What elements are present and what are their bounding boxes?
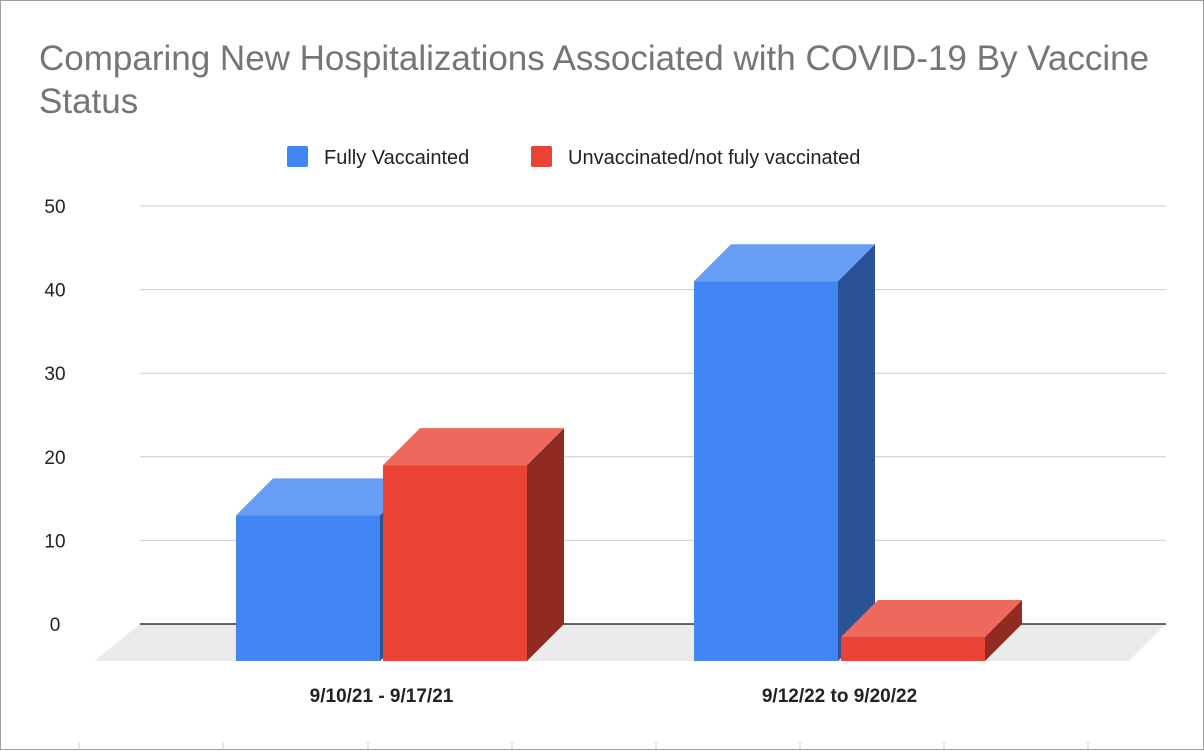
bar [841,600,1022,661]
legend-label: Fully Vaccainted [324,147,469,169]
bar-top-face [383,428,564,466]
bar-top-face [236,478,417,516]
bar [383,428,564,661]
y-tick-label: 30 [44,364,65,385]
legend-label: Unvaccinated/not fuly vaccinated [568,147,860,169]
bar [694,244,875,662]
bar-front-face [694,281,838,661]
bar-side-face [838,244,875,662]
x-category-label: 9/12/22 to 9/20/22 [762,686,917,707]
bar-top-face [694,244,875,282]
bar-side-face [527,428,564,661]
legend-swatch [531,146,552,167]
y-tick-label: 50 [44,197,65,218]
bar-top-face [841,600,1022,637]
bar-front-face [841,637,985,661]
y-tick-label: 20 [44,448,65,469]
y-tick-label: 10 [44,531,65,552]
legend-swatch [287,146,308,167]
bar-front-face [236,515,380,661]
chart-title: Comparing New Hospitalizations Associate… [39,39,1150,121]
bar-front-face [383,465,527,661]
bar-side-face [985,600,1022,661]
y-tick-label: 0 [50,615,61,636]
x-category-label: 9/10/21 - 9/17/21 [310,686,454,707]
y-tick-label: 40 [44,281,65,302]
